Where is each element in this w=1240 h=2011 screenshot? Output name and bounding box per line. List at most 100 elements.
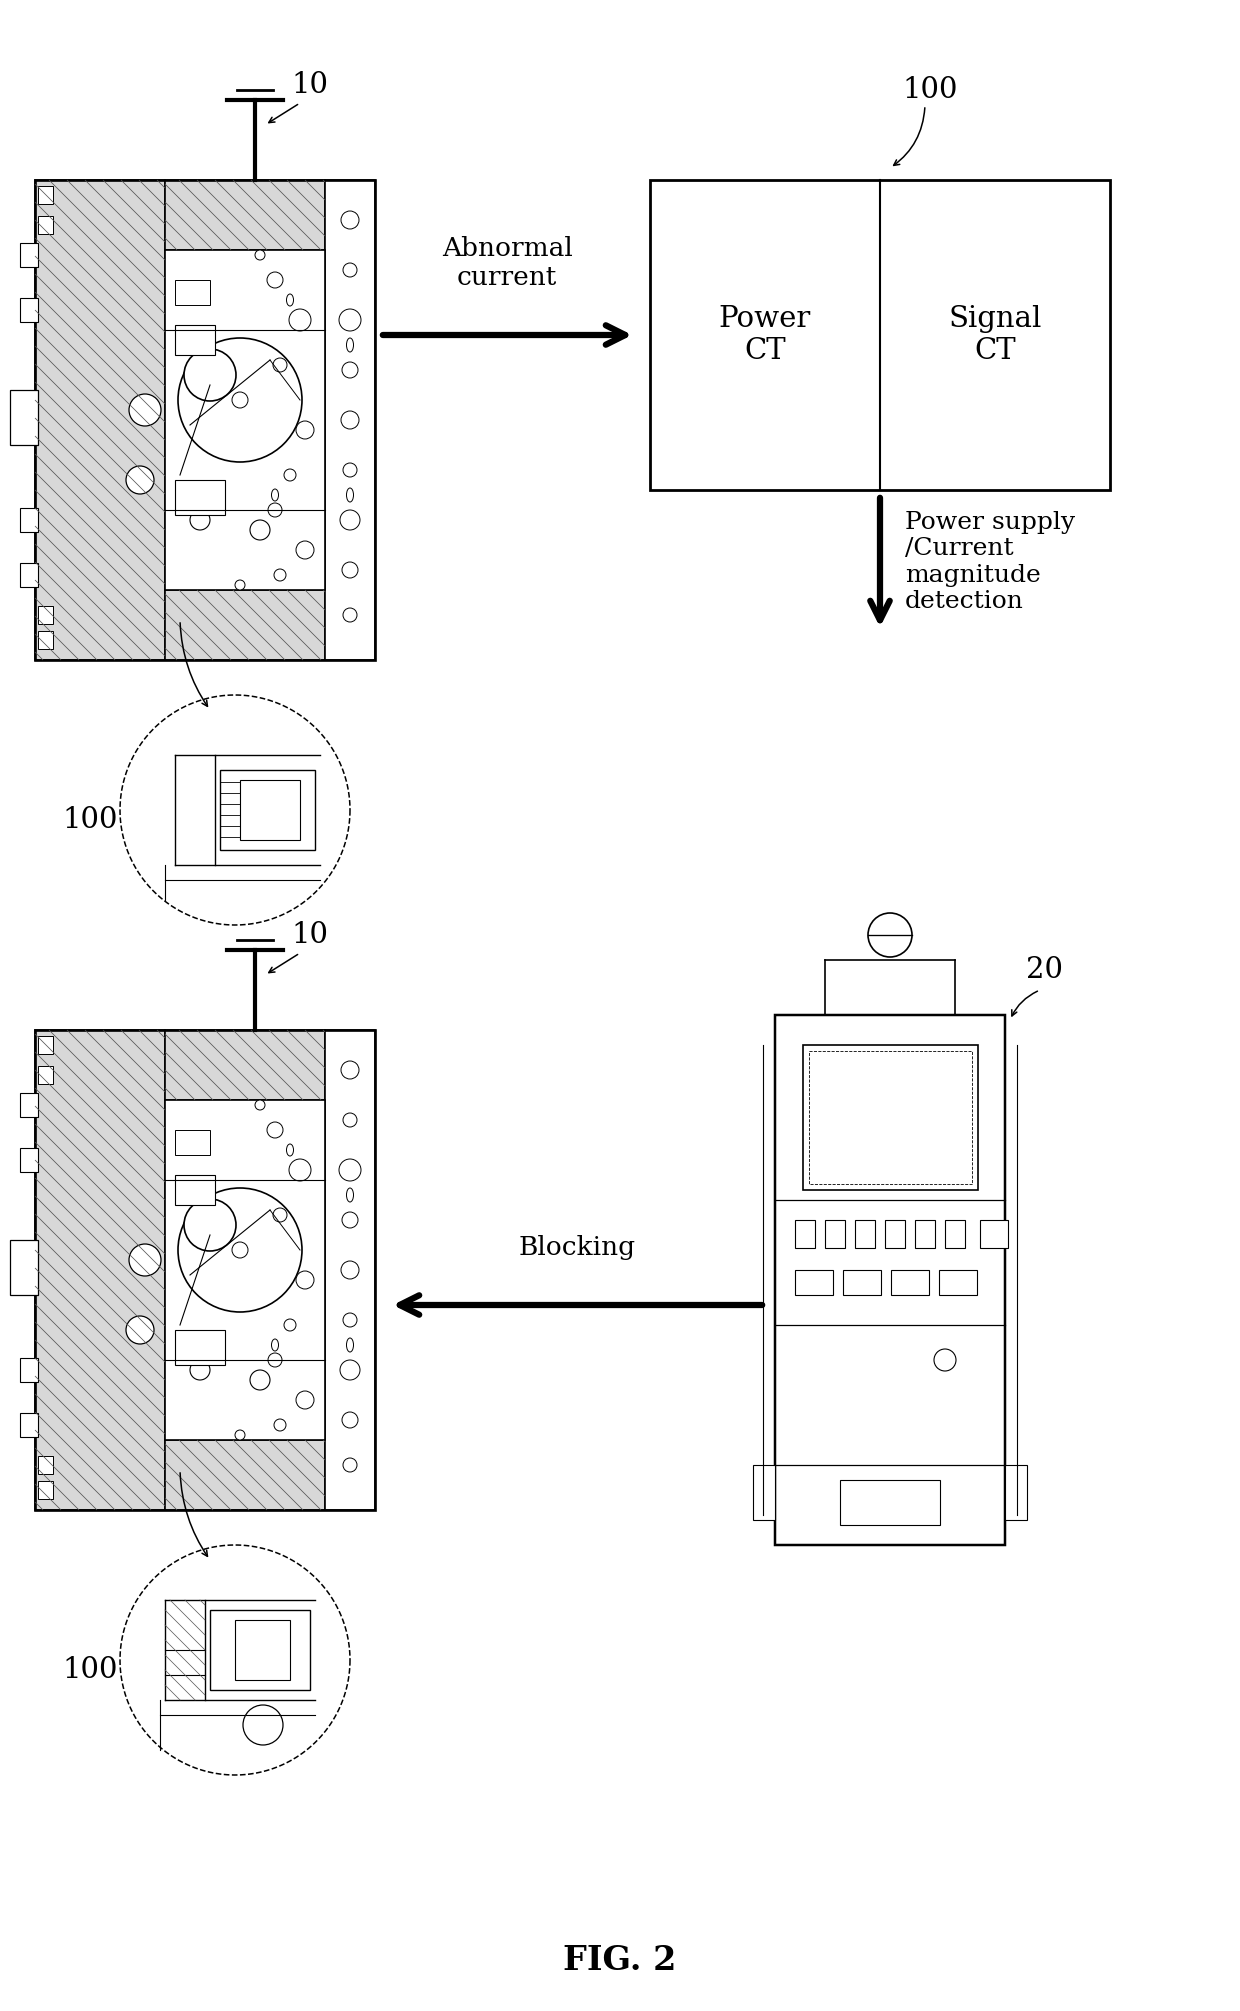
- Bar: [175, 326, 215, 356]
- Circle shape: [190, 511, 210, 531]
- Circle shape: [267, 271, 283, 288]
- Circle shape: [289, 310, 311, 332]
- Text: 100: 100: [903, 76, 957, 105]
- Text: Power
CT: Power CT: [719, 306, 811, 366]
- Circle shape: [340, 1359, 360, 1380]
- Circle shape: [341, 1062, 360, 1080]
- Circle shape: [934, 1349, 956, 1372]
- Text: 100: 100: [62, 1655, 118, 1683]
- Circle shape: [289, 1158, 311, 1180]
- Bar: [38, 605, 53, 623]
- Bar: [175, 481, 224, 515]
- Bar: [753, 1464, 775, 1520]
- Text: 100: 100: [62, 806, 118, 835]
- Bar: [175, 1130, 210, 1154]
- Circle shape: [179, 1189, 303, 1311]
- Circle shape: [179, 338, 303, 463]
- Circle shape: [342, 561, 358, 577]
- Circle shape: [296, 541, 314, 559]
- Polygon shape: [165, 1100, 325, 1440]
- Circle shape: [250, 521, 270, 541]
- Bar: [38, 215, 53, 233]
- Bar: [20, 243, 38, 267]
- Circle shape: [129, 1245, 161, 1277]
- Circle shape: [342, 1412, 358, 1428]
- Bar: [795, 1271, 833, 1295]
- Ellipse shape: [286, 294, 294, 306]
- Bar: [804, 1046, 978, 1191]
- Bar: [38, 1036, 53, 1054]
- Bar: [219, 770, 315, 851]
- Circle shape: [190, 1359, 210, 1380]
- Polygon shape: [165, 1030, 325, 1100]
- Text: Blocking: Blocking: [518, 1235, 636, 1261]
- Bar: [1004, 1464, 1027, 1520]
- Circle shape: [236, 579, 246, 589]
- Circle shape: [868, 913, 911, 957]
- Text: 20: 20: [1027, 955, 1064, 983]
- Circle shape: [341, 1261, 360, 1279]
- Bar: [650, 181, 1110, 491]
- Bar: [843, 1271, 880, 1295]
- Circle shape: [339, 1158, 361, 1180]
- Ellipse shape: [272, 489, 279, 501]
- Circle shape: [343, 1313, 357, 1327]
- Circle shape: [341, 410, 360, 428]
- Bar: [856, 1221, 875, 1249]
- Bar: [939, 1271, 977, 1295]
- Circle shape: [267, 1122, 283, 1138]
- Ellipse shape: [272, 1339, 279, 1351]
- Bar: [20, 1414, 38, 1438]
- Polygon shape: [325, 1030, 374, 1510]
- Circle shape: [232, 392, 248, 408]
- Bar: [20, 1094, 38, 1116]
- Circle shape: [343, 1112, 357, 1126]
- Bar: [915, 1221, 935, 1249]
- Circle shape: [341, 211, 360, 229]
- Bar: [775, 1016, 1004, 1544]
- Text: FIG. 2: FIG. 2: [563, 1943, 677, 1977]
- Bar: [20, 1148, 38, 1172]
- Circle shape: [255, 249, 265, 259]
- Circle shape: [243, 1705, 283, 1746]
- Circle shape: [184, 350, 236, 400]
- Bar: [10, 390, 38, 444]
- Ellipse shape: [346, 1189, 353, 1203]
- Circle shape: [184, 1199, 236, 1251]
- Bar: [38, 1480, 53, 1498]
- Polygon shape: [165, 181, 325, 249]
- Circle shape: [296, 420, 314, 438]
- Circle shape: [126, 467, 154, 495]
- Bar: [885, 1221, 905, 1249]
- Polygon shape: [325, 181, 374, 660]
- Circle shape: [232, 1243, 248, 1259]
- Text: Signal
CT: Signal CT: [949, 306, 1042, 366]
- Circle shape: [274, 1420, 286, 1432]
- Text: Abnormal
current: Abnormal current: [441, 235, 573, 290]
- Circle shape: [268, 1353, 281, 1367]
- Circle shape: [340, 511, 360, 531]
- Bar: [808, 1052, 972, 1184]
- Circle shape: [343, 263, 357, 278]
- Text: 10: 10: [291, 921, 329, 949]
- Circle shape: [129, 394, 161, 426]
- Ellipse shape: [346, 338, 353, 352]
- Bar: [795, 1221, 815, 1249]
- Bar: [38, 1066, 53, 1084]
- Polygon shape: [165, 1440, 325, 1510]
- Bar: [892, 1271, 929, 1295]
- Circle shape: [274, 569, 286, 581]
- Bar: [175, 280, 210, 306]
- Bar: [210, 1611, 310, 1689]
- Circle shape: [284, 469, 296, 481]
- Circle shape: [273, 358, 286, 372]
- Circle shape: [296, 1392, 314, 1410]
- Circle shape: [342, 362, 358, 378]
- Bar: [20, 509, 38, 533]
- Bar: [945, 1221, 965, 1249]
- Bar: [839, 1480, 940, 1524]
- Bar: [20, 563, 38, 587]
- Bar: [10, 1241, 38, 1295]
- Circle shape: [236, 1430, 246, 1440]
- Ellipse shape: [346, 489, 353, 503]
